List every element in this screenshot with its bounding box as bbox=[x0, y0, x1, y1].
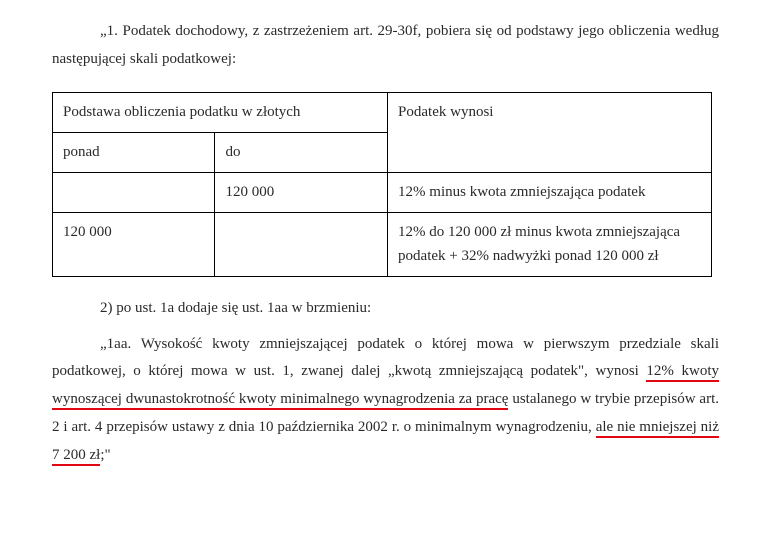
cell-over-1: 120 000 bbox=[53, 213, 215, 277]
document-page: „1. Podatek dochodowy, z zastrzeżeniem a… bbox=[0, 0, 771, 541]
header-tax: Podatek wynosi bbox=[388, 92, 712, 173]
header-basis: Podstawa obliczenia podatku w złotych bbox=[53, 92, 388, 132]
intro-paragraph: „1. Podatek dochodowy, z zastrzeżeniem a… bbox=[52, 18, 719, 74]
cell-to-1 bbox=[215, 213, 388, 277]
cell-to-0: 120 000 bbox=[215, 173, 388, 213]
subheader-over: ponad bbox=[53, 132, 215, 172]
subheader-to: do bbox=[215, 132, 388, 172]
cell-tax-0: 12% minus kwota zmniejszająca podatek bbox=[388, 173, 712, 213]
tax-table: Podstawa obliczenia podatku w złotych Po… bbox=[52, 92, 712, 277]
cell-tax-1: 12% do 120 000 zł minus kwota zmniejszaj… bbox=[388, 213, 712, 277]
clause-end: ;" bbox=[100, 447, 110, 463]
table-row: 120 000 12% do 120 000 zł minus kwota zm… bbox=[53, 213, 712, 277]
cell-over-0 bbox=[53, 173, 215, 213]
clause-part1: „1aa. Wysokość kwoty zmniejszającej poda… bbox=[52, 336, 719, 380]
point-2: 2) po ust. 1a dodaje się ust. 1aa w brzm… bbox=[52, 295, 719, 323]
clause-1aa: „1aa. Wysokość kwoty zmniejszającej poda… bbox=[52, 331, 719, 470]
table-row: 120 000 12% minus kwota zmniejszająca po… bbox=[53, 173, 712, 213]
table-header-row: Podstawa obliczenia podatku w złotych Po… bbox=[53, 92, 712, 132]
